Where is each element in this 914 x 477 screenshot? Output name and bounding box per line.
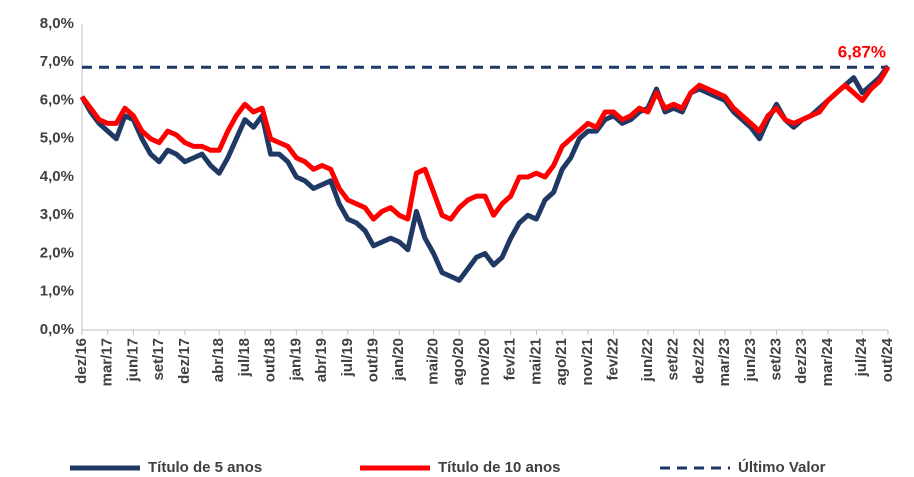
x-tick-label: nov/20 [476, 338, 493, 386]
x-tick-label: out/19 [365, 338, 382, 382]
x-tick-label: set/17 [150, 338, 167, 381]
x-tick-label: abr/19 [313, 338, 330, 382]
x-tick-label: jan/20 [390, 338, 407, 382]
series-line [79, 64, 891, 283]
y-tick-label: 6,0% [40, 91, 74, 108]
x-tick-label: mai/21 [527, 338, 544, 385]
y-tick-label: 0,0% [40, 321, 74, 338]
y-tick-label: 4,0% [40, 168, 74, 185]
legend-label: Último Valor [738, 458, 826, 476]
x-tick-label: ago/20 [450, 338, 467, 386]
y-tick-label: 3,0% [40, 206, 74, 223]
x-tick-label: out/24 [879, 337, 896, 382]
x-tick-label: fev/22 [605, 338, 622, 381]
y-tick-label: 7,0% [40, 53, 74, 70]
legend-label: Título de 10 anos [438, 459, 561, 476]
x-tick-label: jul/19 [339, 338, 356, 377]
x-tick-label: mar/23 [716, 338, 733, 386]
x-tick-label: jun/17 [124, 338, 141, 382]
x-tick-label: fev/21 [502, 338, 519, 381]
y-tick-label: 1,0% [40, 283, 74, 300]
x-tick-label: abr/18 [210, 338, 227, 382]
x-tick-label: dez/22 [690, 338, 707, 384]
x-tick-label: dez/23 [793, 338, 810, 384]
x-tick-label: jul/24 [853, 337, 870, 377]
x-tick-label: jun/22 [639, 338, 656, 382]
x-tick-label: mar/17 [99, 338, 116, 386]
x-tick-label: ago/21 [553, 338, 570, 386]
x-tick-label: jun/23 [742, 338, 759, 382]
y-tick-label: 5,0% [40, 130, 74, 147]
x-tick-label: out/18 [262, 338, 279, 382]
x-tick-label: set/22 [665, 338, 682, 381]
x-tick-label: jul/18 [236, 338, 253, 377]
legend-label: Título de 5 anos [148, 459, 262, 476]
x-tick-label: set/23 [768, 338, 785, 381]
x-tick-label: jan/19 [287, 338, 304, 382]
y-tick-label: 8,0% [40, 15, 74, 32]
x-tick-label: nov/21 [579, 338, 596, 386]
x-tick-label: mai/20 [425, 338, 442, 385]
reference-label: 6,87% [838, 43, 886, 62]
x-tick-label: dez/16 [73, 338, 90, 384]
y-tick-label: 2,0% [40, 244, 74, 261]
x-tick-label: dez/17 [176, 338, 193, 384]
x-tick-label: mar/24 [819, 337, 836, 386]
series-line [79, 65, 891, 222]
